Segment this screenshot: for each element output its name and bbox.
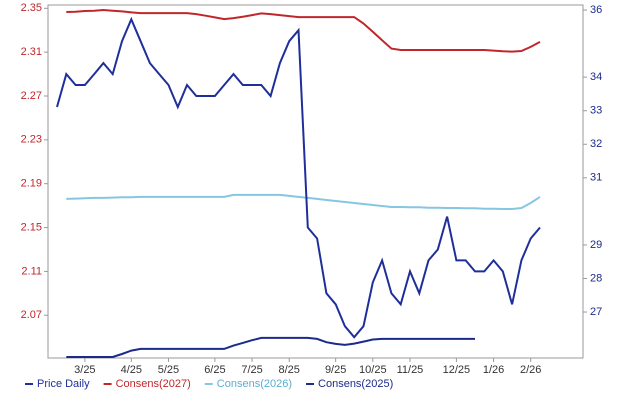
x-tick-label: 6/25 xyxy=(204,364,225,376)
x-tick-label: 11/25 xyxy=(397,364,424,376)
series-line xyxy=(66,336,475,358)
y-tick-label: 2.15 xyxy=(21,221,42,233)
y2-tick-label: 27 xyxy=(590,306,602,318)
x-tick-label: 5/25 xyxy=(158,364,179,376)
y2-tick-label: 29 xyxy=(590,239,602,251)
y2-tick-label: 34 xyxy=(590,71,602,83)
y-tick-label: 2.23 xyxy=(21,134,42,146)
x-tick-label: 10/25 xyxy=(359,364,387,376)
x-tick-label: 12/25 xyxy=(443,364,471,376)
series-line xyxy=(66,8,541,53)
y-tick-label: 2.27 xyxy=(21,90,42,102)
series-line xyxy=(56,16,541,339)
x-tick-label: 8/25 xyxy=(279,364,300,376)
y2-tick-label: 31 xyxy=(590,172,602,184)
x-tick-label: 9/25 xyxy=(325,364,346,376)
x-tick-label: 7/25 xyxy=(241,364,262,376)
y2-tick-label: 28 xyxy=(590,272,602,284)
legend-label: Consens(2027) xyxy=(116,378,191,390)
legend-label: Consens(2026) xyxy=(217,378,292,390)
series-line xyxy=(66,193,541,210)
y2-tick-label: 32 xyxy=(590,138,602,150)
y2-tick-label: 36 xyxy=(590,4,602,16)
legend-label: Price Daily xyxy=(37,378,90,390)
y-tick-label: 2.31 xyxy=(21,46,42,58)
y-tick-label: 2.19 xyxy=(21,178,42,190)
y-tick-label: 2.35 xyxy=(21,2,42,14)
y2-tick-label: 33 xyxy=(590,105,602,117)
x-tick-label: 1/26 xyxy=(483,364,504,376)
x-tick-label: 2/26 xyxy=(520,364,541,376)
legend-label: Consens(2025) xyxy=(318,378,393,390)
x-tick-label: 3/25 xyxy=(74,364,95,376)
plot-frame xyxy=(47,4,584,359)
x-tick-label: 4/25 xyxy=(121,364,142,376)
y-tick-label: 2.07 xyxy=(21,309,42,321)
y-tick-label: 2.11 xyxy=(21,265,42,277)
